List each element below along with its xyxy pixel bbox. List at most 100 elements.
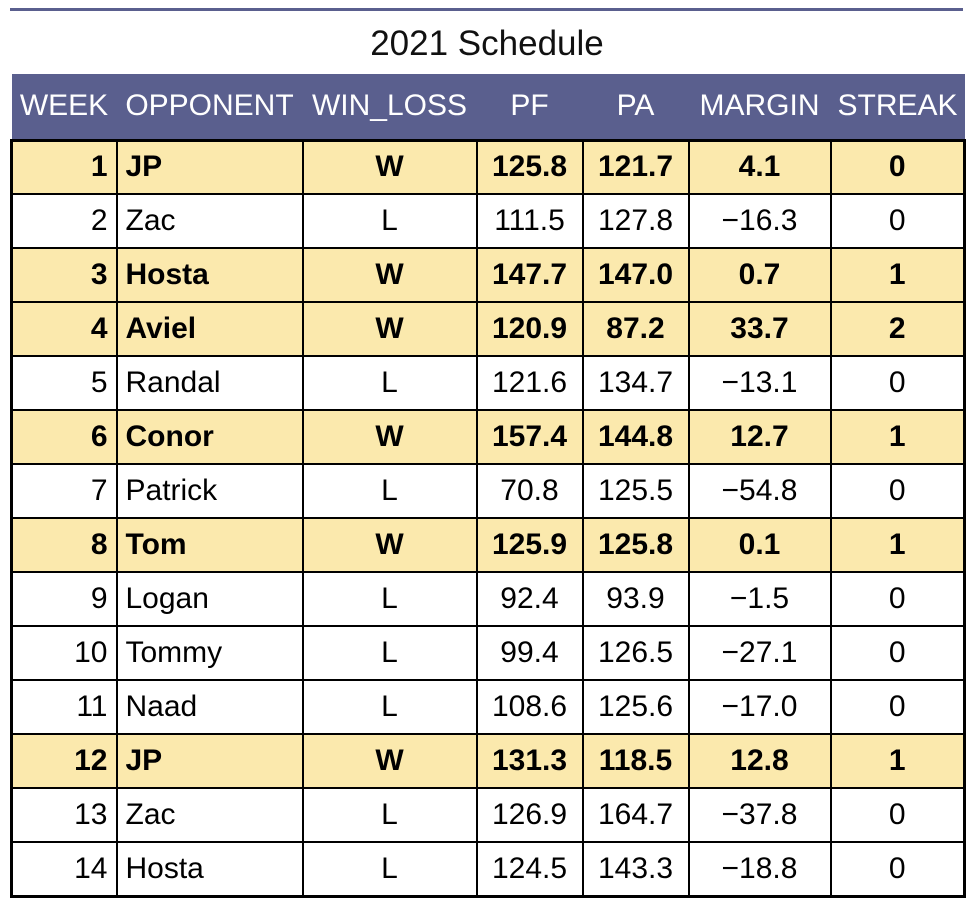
cell-pf: 108.6 bbox=[475, 679, 584, 735]
cell-pf: 124.5 bbox=[475, 841, 584, 898]
cell-week: 14 bbox=[10, 841, 118, 898]
cell-win-loss: W bbox=[301, 138, 478, 195]
cell-week: 5 bbox=[10, 355, 118, 411]
cell-streak: 0 bbox=[829, 193, 966, 249]
cell-win-loss: W bbox=[301, 517, 478, 573]
cell-win-loss: W bbox=[301, 409, 478, 465]
column-header-pf: PF bbox=[476, 74, 583, 140]
cell-pa: 144.8 bbox=[581, 409, 690, 465]
cell-margin: 12.8 bbox=[687, 733, 832, 789]
cell-pf: 125.8 bbox=[475, 138, 584, 195]
cell-pf: 121.6 bbox=[475, 355, 584, 411]
cell-pa: 126.5 bbox=[581, 625, 690, 681]
table-row: 2 Zac L 111.5 127.8 −16.3 0 bbox=[10, 193, 966, 249]
cell-pa: 121.7 bbox=[581, 138, 690, 195]
cell-win-loss: L bbox=[301, 193, 478, 249]
cell-win-loss: L bbox=[301, 625, 478, 681]
top-rule bbox=[10, 8, 963, 11]
cell-win-loss: W bbox=[301, 733, 478, 789]
cell-streak: 0 bbox=[829, 571, 966, 627]
table-row: 6 Conor W 157.4 144.8 12.7 1 bbox=[10, 409, 966, 465]
cell-margin: −13.1 bbox=[687, 355, 832, 411]
table-row: 11 Naad L 108.6 125.6 −17.0 0 bbox=[10, 679, 966, 735]
table-row: 13 Zac L 126.9 164.7 −37.8 0 bbox=[10, 787, 966, 843]
cell-pf: 92.4 bbox=[475, 571, 584, 627]
table-row: 1 JP W 125.8 121.7 4.1 0 bbox=[10, 138, 966, 195]
cell-streak: 1 bbox=[829, 733, 966, 789]
cell-win-loss: L bbox=[301, 463, 478, 519]
cell-opponent: JP bbox=[115, 138, 304, 195]
cell-opponent: Aviel bbox=[115, 301, 304, 357]
cell-margin: 12.7 bbox=[687, 409, 832, 465]
cell-pf: 157.4 bbox=[475, 409, 584, 465]
cell-opponent: Naad bbox=[115, 679, 304, 735]
table-row: 9 Logan L 92.4 93.9 −1.5 0 bbox=[10, 571, 966, 627]
cell-opponent: Logan bbox=[115, 571, 304, 627]
cell-win-loss: L bbox=[301, 787, 478, 843]
cell-pf: 111.5 bbox=[475, 193, 584, 249]
cell-pa: 125.5 bbox=[581, 463, 690, 519]
cell-pf: 147.7 bbox=[475, 247, 584, 303]
column-header-streak: STREAK bbox=[830, 74, 965, 140]
cell-win-loss: L bbox=[301, 571, 478, 627]
cell-opponent: Patrick bbox=[115, 463, 304, 519]
cell-opponent: Conor bbox=[115, 409, 304, 465]
cell-opponent: Zac bbox=[115, 787, 304, 843]
column-header-win-loss: WIN_LOSS bbox=[302, 74, 477, 140]
cell-pa: 127.8 bbox=[581, 193, 690, 249]
cell-pf: 70.8 bbox=[475, 463, 584, 519]
cell-pf: 120.9 bbox=[475, 301, 584, 357]
cell-week: 13 bbox=[10, 787, 118, 843]
cell-pf: 126.9 bbox=[475, 787, 584, 843]
cell-pa: 134.7 bbox=[581, 355, 690, 411]
cell-week: 12 bbox=[10, 733, 118, 789]
cell-pa: 125.8 bbox=[581, 517, 690, 573]
cell-margin: −16.3 bbox=[687, 193, 832, 249]
table-row: 10 Tommy L 99.4 126.5 −27.1 0 bbox=[10, 625, 966, 681]
cell-pa: 143.3 bbox=[581, 841, 690, 898]
cell-streak: 0 bbox=[829, 138, 966, 195]
cell-streak: 1 bbox=[829, 517, 966, 573]
schedule-table: WEEK OPPONENT WIN_LOSS PF PA MARGIN STRE… bbox=[10, 74, 966, 898]
cell-margin: −54.8 bbox=[687, 463, 832, 519]
cell-pa: 164.7 bbox=[581, 787, 690, 843]
cell-pa: 118.5 bbox=[581, 733, 690, 789]
cell-pa: 147.0 bbox=[581, 247, 690, 303]
cell-streak: 0 bbox=[829, 679, 966, 735]
cell-week: 11 bbox=[10, 679, 118, 735]
cell-margin: 4.1 bbox=[687, 138, 832, 195]
cell-streak: 0 bbox=[829, 841, 966, 898]
cell-streak: 2 bbox=[829, 301, 966, 357]
cell-pa: 125.6 bbox=[581, 679, 690, 735]
cell-margin: 0.7 bbox=[687, 247, 832, 303]
column-header-margin: MARGIN bbox=[688, 74, 831, 140]
cell-week: 10 bbox=[10, 625, 118, 681]
cell-pf: 99.4 bbox=[475, 625, 584, 681]
column-header-pa: PA bbox=[582, 74, 689, 140]
cell-week: 8 bbox=[10, 517, 118, 573]
cell-streak: 0 bbox=[829, 463, 966, 519]
cell-week: 1 bbox=[10, 138, 118, 195]
cell-win-loss: W bbox=[301, 247, 478, 303]
cell-margin: −27.1 bbox=[687, 625, 832, 681]
cell-margin: −1.5 bbox=[687, 571, 832, 627]
cell-week: 4 bbox=[10, 301, 118, 357]
cell-margin: 33.7 bbox=[687, 301, 832, 357]
cell-win-loss: L bbox=[301, 841, 478, 898]
column-header-week: WEEK bbox=[11, 74, 117, 140]
table-row: 5 Randal L 121.6 134.7 −13.1 0 bbox=[10, 355, 966, 411]
cell-win-loss: L bbox=[301, 679, 478, 735]
cell-opponent: Tom bbox=[115, 517, 304, 573]
cell-win-loss: L bbox=[301, 355, 478, 411]
table-row: 8 Tom W 125.9 125.8 0.1 1 bbox=[10, 517, 966, 573]
cell-opponent: Hosta bbox=[115, 841, 304, 898]
cell-opponent: Tommy bbox=[115, 625, 304, 681]
cell-margin: −37.8 bbox=[687, 787, 832, 843]
table-title: 2021 Schedule bbox=[370, 24, 604, 63]
cell-opponent: Zac bbox=[115, 193, 304, 249]
cell-streak: 1 bbox=[829, 409, 966, 465]
cell-win-loss: W bbox=[301, 301, 478, 357]
cell-margin: 0.1 bbox=[687, 517, 832, 573]
cell-pf: 131.3 bbox=[475, 733, 584, 789]
cell-opponent: Randal bbox=[115, 355, 304, 411]
